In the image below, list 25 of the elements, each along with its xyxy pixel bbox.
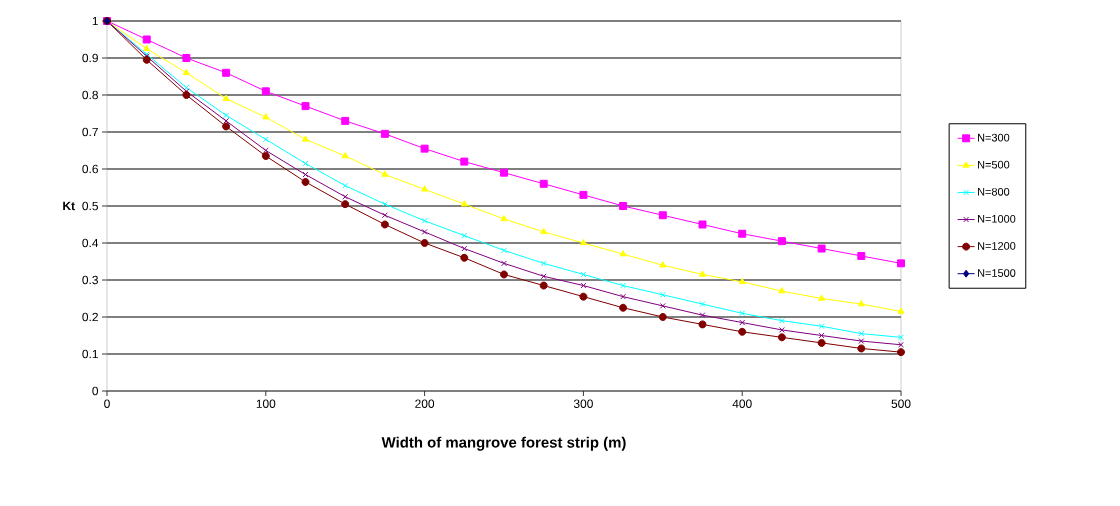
y-tick-label: 0 bbox=[92, 386, 99, 396]
x-tick-label: 0 bbox=[104, 399, 110, 408]
y-tick-label: 0.9 bbox=[82, 53, 98, 63]
x-tick-label: 400 bbox=[732, 399, 752, 408]
y-tick-label: 0.8 bbox=[82, 90, 98, 100]
x-tick-label: 500 bbox=[891, 399, 911, 408]
legend-label: N=300 bbox=[978, 133, 1010, 142]
x-tick-label: 200 bbox=[415, 399, 435, 408]
legend-label: N=500 bbox=[978, 160, 1010, 169]
legend-label: N=1500 bbox=[978, 269, 1016, 277]
y-tick-label: 1 bbox=[92, 16, 98, 26]
y-tick-label: 0.2 bbox=[82, 312, 98, 322]
legend-label: N=1200 bbox=[978, 242, 1016, 250]
y-tick-label: 0.1 bbox=[82, 349, 98, 359]
y-tick-label: 0.3 bbox=[82, 275, 98, 285]
x-axis-title: Width of mangrove forest strip (m) bbox=[381, 436, 626, 451]
legend-label: N=1000 bbox=[978, 214, 1016, 223]
y-tick-label: 0.7 bbox=[82, 127, 98, 137]
y-tick-label: 0.4 bbox=[82, 238, 99, 248]
legend-label: N=800 bbox=[978, 187, 1010, 196]
y-axis-title: Kt bbox=[63, 201, 75, 211]
y-tick-label: 0.5 bbox=[82, 201, 98, 211]
x-tick-label: 100 bbox=[256, 399, 276, 408]
x-tick-label: 300 bbox=[573, 399, 593, 408]
y-tick-label: 0.6 bbox=[82, 164, 98, 174]
